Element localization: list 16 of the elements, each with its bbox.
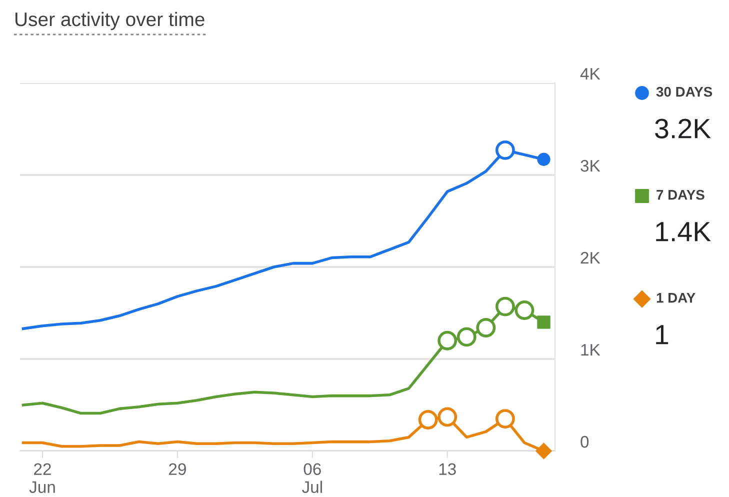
- x-tick-label: 06 Jul: [302, 463, 322, 493]
- y-tick-label: 1K: [581, 344, 600, 356]
- x-tick-label: 29: [169, 463, 186, 476]
- legend-label: 30 DAYS: [656, 86, 712, 97]
- legend-label: 7 DAYS: [656, 190, 704, 200]
- y-tick-label: 0: [580, 436, 589, 448]
- x-tick-label: 22 Jun: [29, 463, 55, 493]
- text: 3.2K: [655, 118, 711, 138]
- y-tick-label: 3K: [580, 160, 600, 172]
- x-tick-label: 13: [439, 463, 456, 476]
- legend-label: 1 DAY: [656, 293, 696, 303]
- y-tick-label: 4K: [580, 68, 600, 80]
- chart-title: User activity over time: [16, 12, 204, 30]
- text: 1.4K: [656, 222, 711, 242]
- y-tick-label: 2K: [580, 252, 600, 264]
- text: 1: [656, 325, 668, 344]
